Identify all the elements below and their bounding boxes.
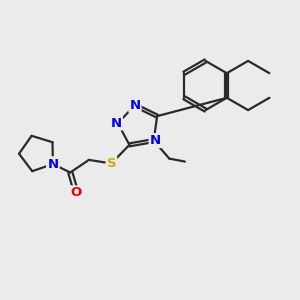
Text: N: N [111, 117, 122, 130]
Text: N: N [129, 99, 140, 112]
Text: N: N [47, 158, 58, 171]
Text: S: S [106, 157, 116, 170]
Text: N: N [47, 158, 58, 171]
Text: N: N [150, 134, 161, 147]
Text: O: O [71, 186, 82, 200]
